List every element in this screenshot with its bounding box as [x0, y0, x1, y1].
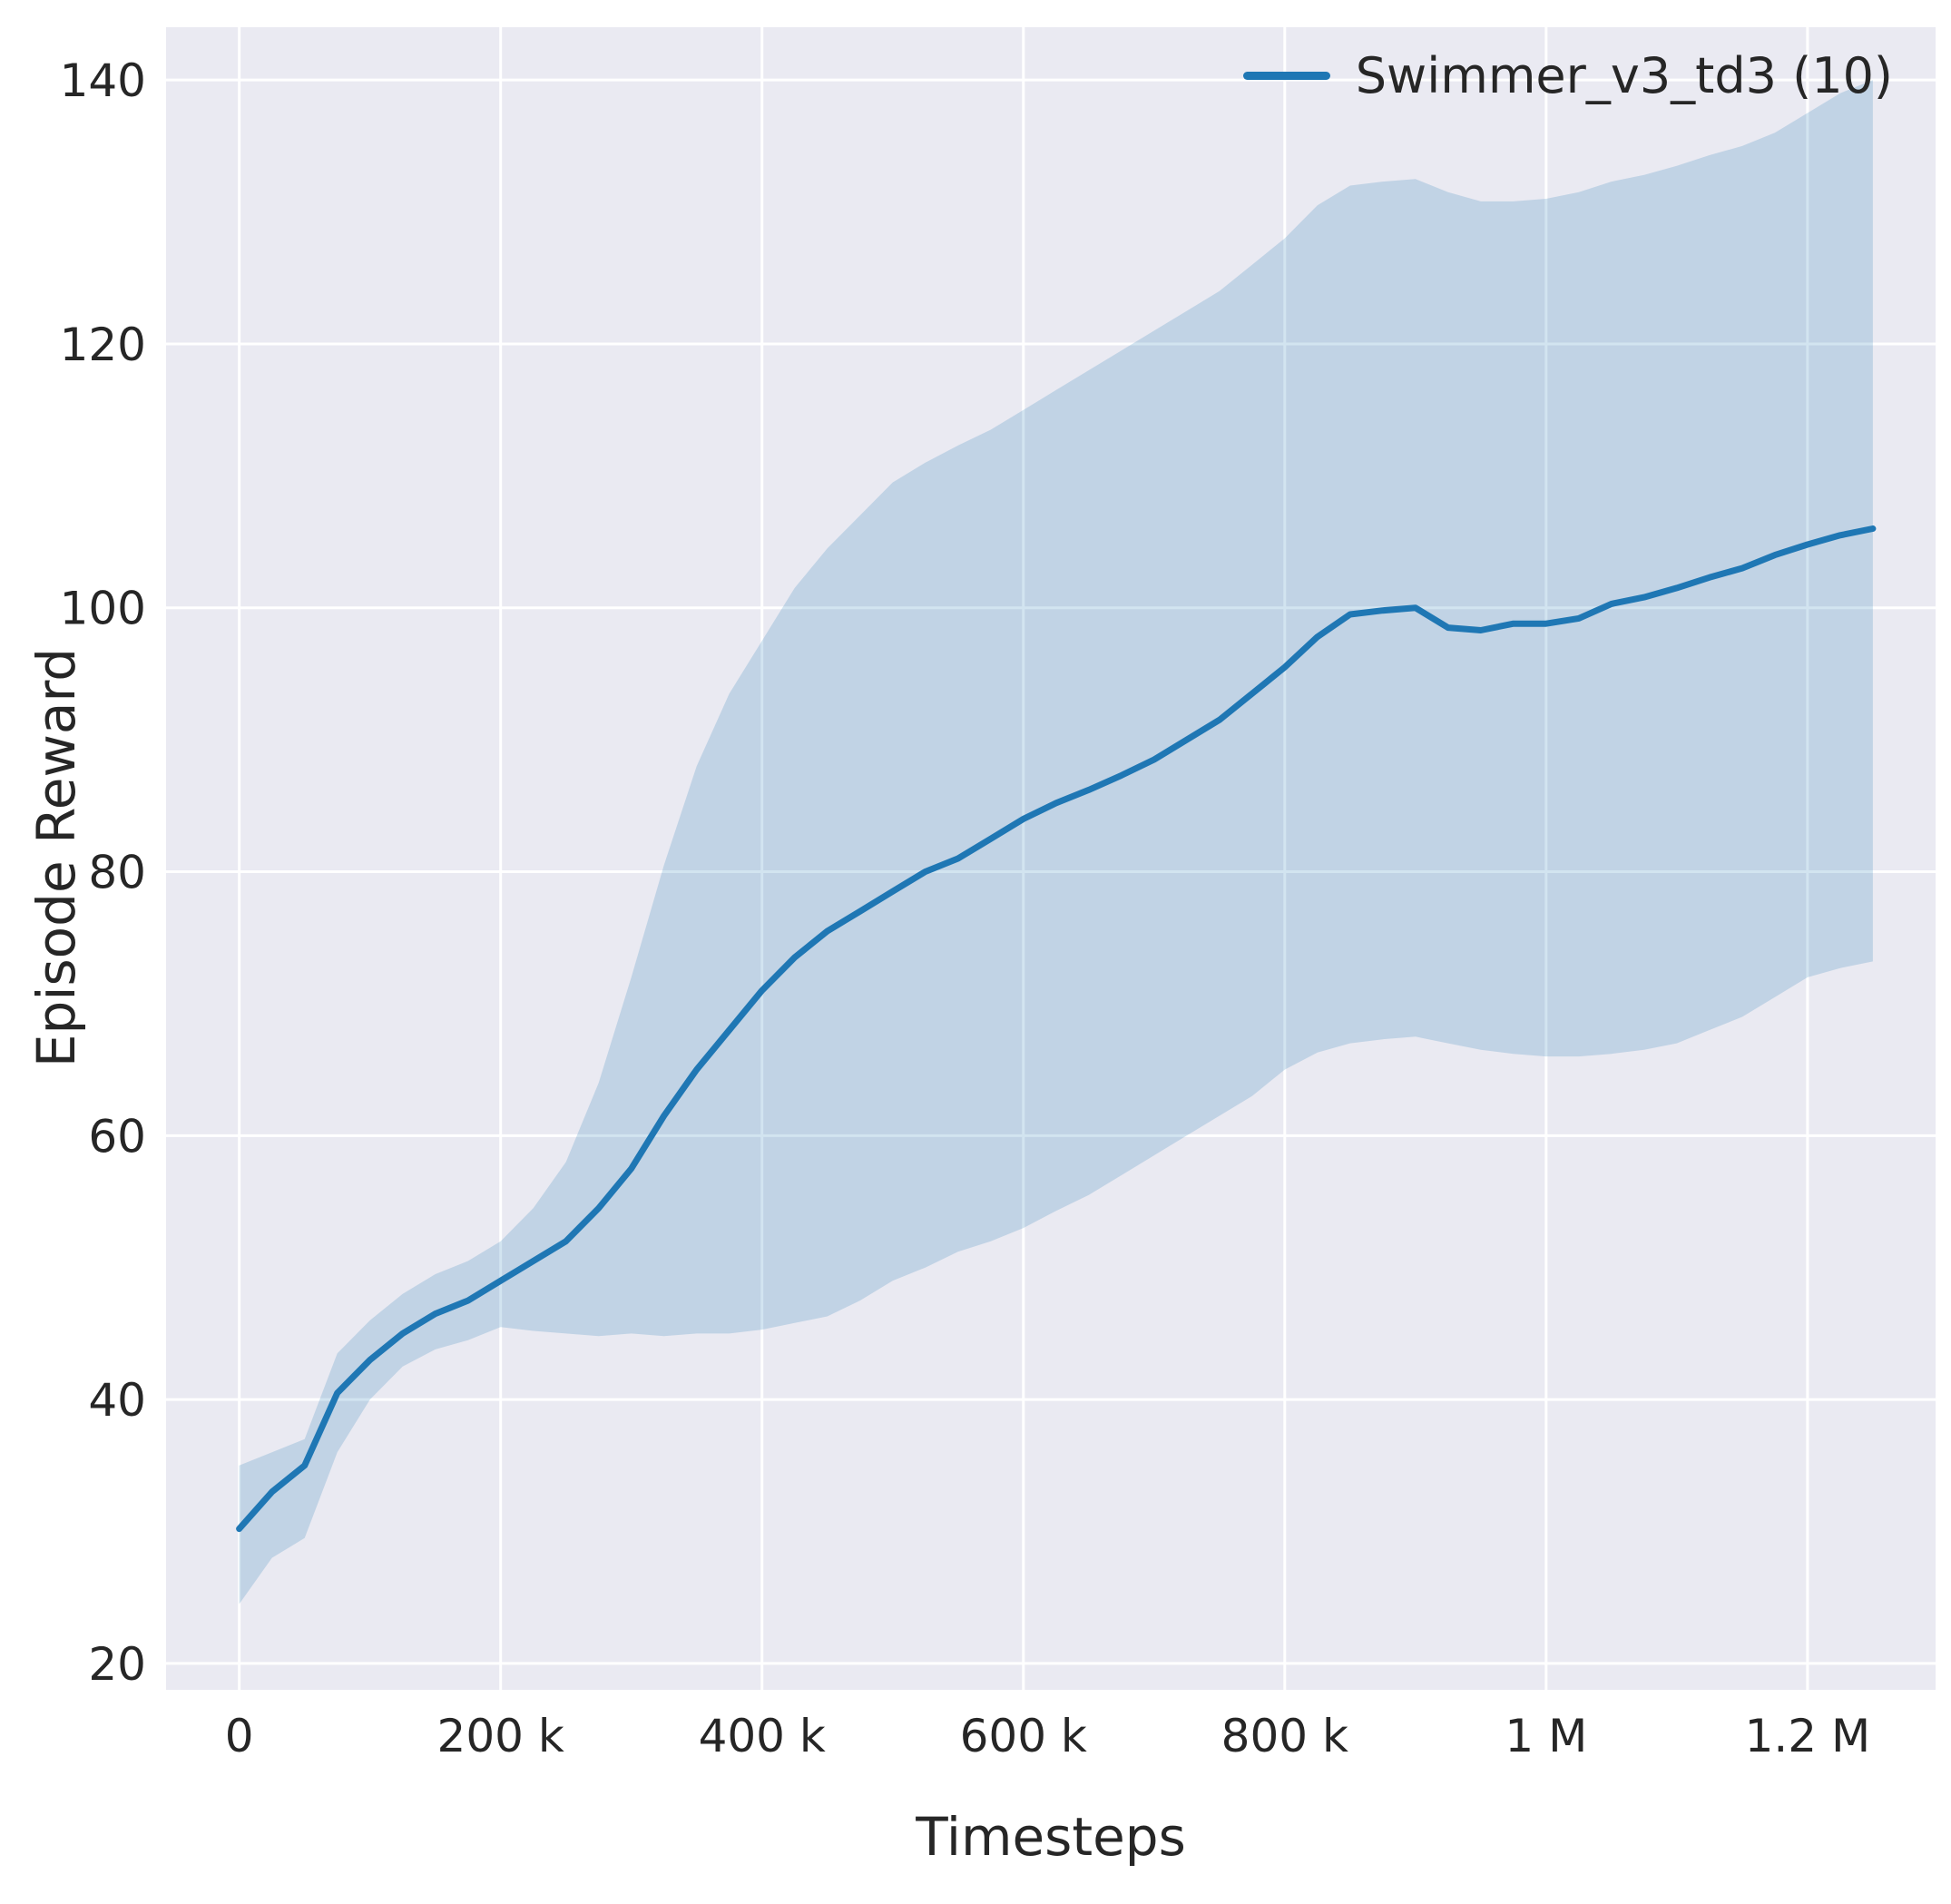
x-axis-label: Timesteps: [916, 1806, 1186, 1868]
y-tick-label: 140: [60, 54, 146, 107]
x-tick-label: 400 k: [699, 1710, 826, 1762]
legend-line-sample: [1242, 72, 1330, 80]
legend-label: Swimmer_v3_td3 (10): [1355, 47, 1893, 104]
x-tick-label: 800 k: [1221, 1710, 1348, 1762]
y-tick-label: 40: [88, 1374, 146, 1427]
y-tick-label: 120: [60, 319, 146, 371]
confidence-band: [239, 80, 1873, 1605]
y-tick-label: 80: [88, 847, 146, 899]
y-tick-label: 60: [88, 1110, 146, 1163]
y-axis-label: Episode Reward: [25, 647, 87, 1068]
plot-background: [166, 27, 1936, 1690]
y-tick-label: 100: [60, 583, 146, 635]
mean-line: [236, 525, 1877, 1533]
y-tick-label: 20: [88, 1638, 146, 1691]
x-tick-label: 0: [225, 1710, 254, 1762]
legend: Swimmer_v3_td3 (10): [1242, 47, 1893, 104]
x-tick-label: 1.2 M: [1745, 1710, 1871, 1762]
gridlines: [166, 27, 1936, 1690]
x-tick-label: 600 k: [960, 1710, 1087, 1762]
x-tick-label: 200 k: [437, 1710, 564, 1762]
x-tick-label: 1 M: [1505, 1710, 1587, 1762]
